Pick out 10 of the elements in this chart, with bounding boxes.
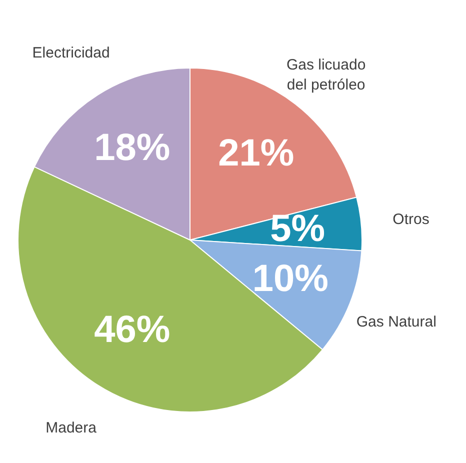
slice-label: Electricidad [32,44,110,62]
data-label: 21% [218,132,294,175]
data-label: 5% [270,208,325,250]
slice-label: Gas licuado del petróleo [286,56,366,94]
slice-label: Gas Natural [356,314,436,331]
slice-label: Otros [392,211,430,228]
slice-label: Madera [46,419,98,436]
data-label: 46% [94,309,170,352]
data-label: 18% [94,126,170,169]
data-label: 10% [252,258,328,300]
